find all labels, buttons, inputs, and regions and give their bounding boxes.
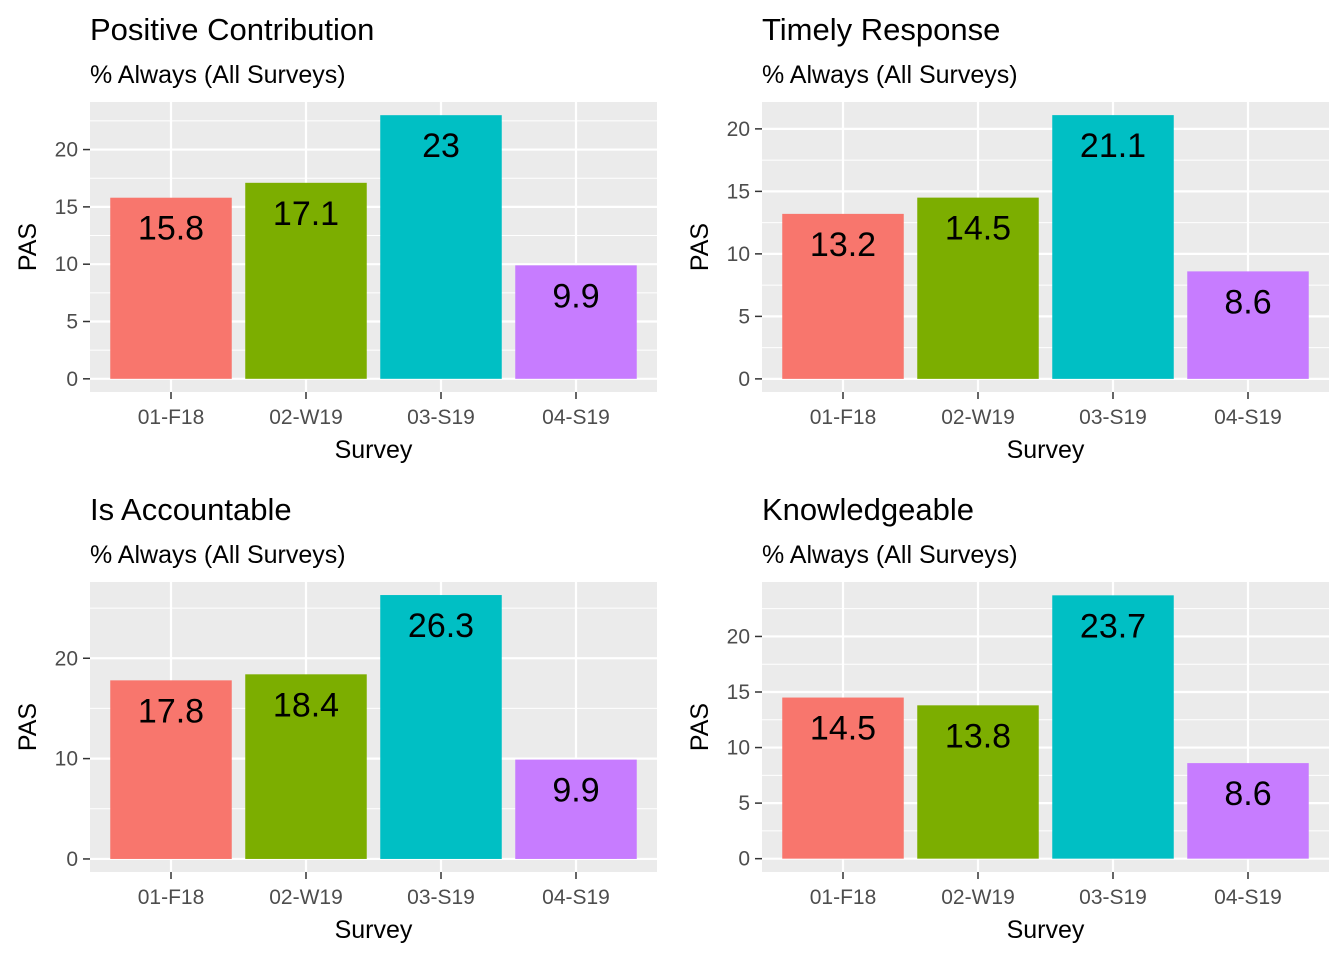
bar-04-S19 [515, 265, 637, 379]
bar-04-S19 [515, 759, 637, 859]
chart-panel-1: Positive Contribution % Always (All Surve… [14, 12, 657, 464]
bar-04-S19 [1187, 763, 1309, 859]
bar-03-S19 [1052, 115, 1174, 379]
chart-subtitle: % Always (All Surveys) [762, 61, 1018, 89]
x-tick-label: 01-F18 [138, 886, 205, 909]
bar-value-label: 9.9 [552, 277, 599, 315]
y-tick-label: 10 [727, 737, 750, 760]
y-tick-label: 0 [66, 368, 78, 391]
y-tick-label: 5 [738, 305, 750, 328]
bar-02-W19 [917, 705, 1039, 859]
bar-value-label: 13.8 [945, 717, 1011, 755]
bar-value-label: 8.6 [1224, 775, 1271, 813]
bar-02-W19 [917, 197, 1039, 379]
y-tick-label: 10 [55, 748, 78, 771]
bar-02-W19 [245, 674, 367, 859]
chart-title: Positive Contribution [90, 12, 374, 47]
y-axis-title: PAS [14, 703, 42, 751]
x-tick-label: 04-S19 [542, 406, 610, 429]
x-tick-label: 04-S19 [1214, 886, 1282, 909]
y-tick-label: 15 [727, 180, 750, 203]
chart-subtitle: % Always (All Surveys) [90, 61, 346, 89]
x-tick-label: 01-F18 [810, 886, 877, 909]
y-tick-label: 20 [727, 625, 750, 648]
bar-03-S19 [380, 595, 502, 859]
chart-subtitle: % Always (All Surveys) [762, 541, 1018, 569]
chart-title: Knowledgeable [762, 492, 974, 527]
chart-title: Timely Response [762, 12, 1000, 47]
chart-panel-2: Timely Response % Always (All Surveys) 13.… [686, 12, 1329, 464]
bar-value-label: 14.5 [945, 210, 1011, 248]
x-tick-label: 02-W19 [269, 406, 343, 429]
bar-01-F18 [782, 213, 904, 379]
y-tick-label: 5 [66, 311, 78, 334]
bar-03-S19 [1052, 595, 1174, 859]
y-tick-label: 0 [738, 368, 750, 391]
bar-01-F18 [110, 680, 232, 859]
bar-04-S19 [1187, 271, 1309, 379]
bar-value-label: 17.8 [138, 692, 204, 730]
bar-value-label: 18.4 [273, 686, 339, 724]
y-tick-label: 20 [55, 139, 78, 162]
bar-02-W19 [245, 182, 367, 379]
x-axis-title: Survey [1007, 436, 1085, 464]
bar-value-label: 13.2 [810, 226, 876, 264]
x-tick-label: 02-W19 [941, 886, 1015, 909]
chart-title: Is Accountable [90, 492, 292, 527]
bar-value-label: 26.3 [408, 607, 474, 645]
y-tick-label: 0 [738, 848, 750, 871]
x-axis-title: Survey [335, 436, 413, 464]
y-tick-label: 10 [55, 253, 78, 276]
y-tick-label: 10 [727, 243, 750, 266]
bar-03-S19 [380, 115, 502, 379]
chart-subtitle: % Always (All Surveys) [90, 541, 346, 569]
bar-value-label: 21.1 [1080, 127, 1146, 165]
y-tick-label: 15 [727, 681, 750, 704]
bar-value-label: 23.7 [1080, 607, 1146, 645]
chart-panel-4: Knowledgeable % Always (All Surveys) 14.5 1… [686, 492, 1329, 944]
bar-value-label: 14.5 [810, 710, 876, 748]
bar-value-label: 9.9 [552, 772, 599, 810]
bar-01-F18 [110, 197, 232, 379]
chart-panel-3: Is Accountable % Always (All Surveys) 17.8… [14, 492, 657, 944]
y-tick-label: 5 [738, 792, 750, 815]
y-tick-label: 20 [727, 118, 750, 141]
x-axis-title: Survey [335, 916, 413, 944]
x-tick-label: 02-W19 [941, 406, 1015, 429]
x-tick-label: 01-F18 [138, 406, 205, 429]
x-tick-label: 02-W19 [269, 886, 343, 909]
y-tick-label: 20 [55, 647, 78, 670]
x-axis-title: Survey [1007, 916, 1085, 944]
bar-value-label: 23 [422, 127, 460, 165]
y-tick-label: 0 [66, 848, 78, 871]
y-axis-title: PAS [686, 703, 714, 751]
bar-value-label: 17.1 [273, 195, 339, 233]
bar-value-label: 8.6 [1224, 283, 1271, 321]
x-tick-label: 04-S19 [1214, 406, 1282, 429]
bar-value-label: 15.8 [138, 210, 204, 248]
x-tick-label: 01-F18 [810, 406, 877, 429]
y-axis-title: PAS [14, 223, 42, 271]
bar-01-F18 [782, 697, 904, 859]
x-tick-label: 03-S19 [407, 886, 475, 909]
y-tick-label: 15 [55, 196, 78, 219]
y-axis-title: PAS [686, 223, 714, 271]
x-tick-label: 03-S19 [1079, 886, 1147, 909]
x-tick-label: 04-S19 [542, 886, 610, 909]
x-tick-label: 03-S19 [1079, 406, 1147, 429]
x-tick-label: 03-S19 [407, 406, 475, 429]
